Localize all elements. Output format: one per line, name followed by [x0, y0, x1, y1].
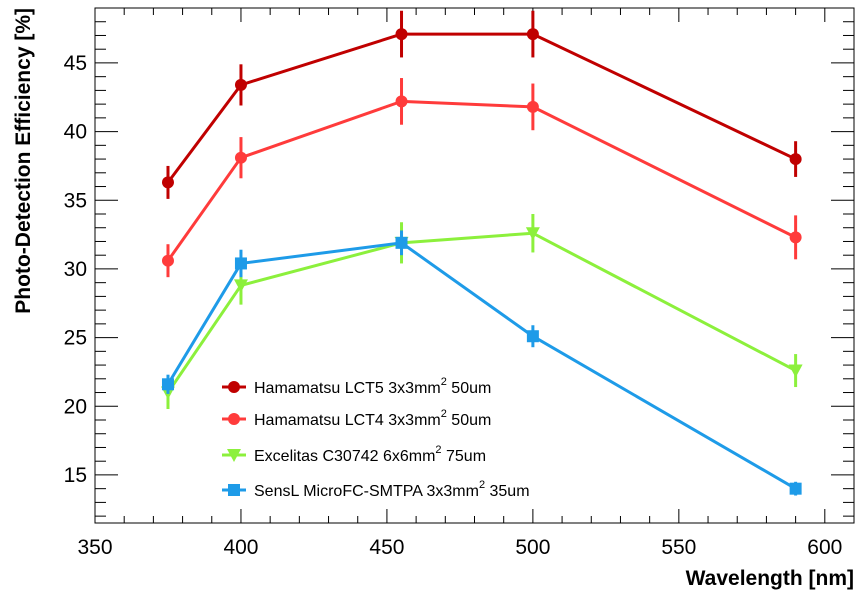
- legend-label-sup: 2: [441, 408, 447, 420]
- data-point: [395, 28, 408, 41]
- x-tick-label: 400: [223, 536, 258, 559]
- data-point: [788, 364, 803, 378]
- y-tick-label: 20: [64, 395, 87, 418]
- y-tick-label: 45: [64, 52, 87, 75]
- legend-marker: [228, 484, 240, 496]
- legend-entry: Hamamatsu LCT5 3x3mm2 50um: [222, 376, 491, 397]
- legend-marker: [227, 449, 241, 462]
- x-tick-label: 450: [369, 536, 404, 559]
- legend-marker: [228, 413, 240, 425]
- x-tick-label: 350: [77, 536, 112, 559]
- legend-entry: Excelitas C30742 6x6mm2 75um: [222, 444, 486, 465]
- data-point: [395, 236, 408, 249]
- data-point: [233, 279, 248, 293]
- legend-label-name: SensL MicroFC-SMTPA 3x3mm: [254, 483, 479, 500]
- legend-label-name: Excelitas C30742 6x6mm: [254, 448, 435, 465]
- legend-label: Excelitas C30742 6x6mm2 75um: [254, 444, 486, 465]
- legend-entry: SensL MicroFC-SMTPA 3x3mm2 35um: [222, 479, 530, 500]
- data-point: [525, 227, 540, 241]
- data-point: [789, 231, 802, 244]
- y-tick-label: 30: [64, 258, 87, 281]
- data-point: [234, 78, 247, 91]
- y-tick-label: 25: [64, 327, 87, 350]
- data-point: [395, 95, 408, 108]
- data-point: [789, 153, 802, 166]
- x-tick-label: 500: [515, 536, 550, 559]
- legend-label-name: Hamamatsu LCT5 3x3mm: [254, 380, 441, 397]
- x-tick-label: 550: [661, 536, 696, 559]
- x-tick-label: 600: [807, 536, 842, 559]
- legend-label-suffix: 75um: [442, 448, 486, 465]
- series-2: [161, 78, 802, 278]
- series-1: [161, 10, 802, 199]
- legend-entry: Hamamatsu LCT4 3x3mm2 50um: [222, 408, 491, 429]
- series-line: [166, 32, 797, 184]
- plot-frame: [94, 7, 855, 524]
- series-layer: [160, 10, 803, 496]
- x-axis-title: Wavelength [nm]: [686, 567, 854, 590]
- legend-label-sup: 2: [441, 376, 447, 388]
- series-line: [166, 231, 797, 394]
- legend-label-suffix: 50um: [447, 380, 491, 397]
- axis-ticks: 350 400 450 500 550 600 15 20 25 30 35 40 45: [64, 7, 855, 559]
- legend-label-suffix: 35um: [485, 483, 529, 500]
- data-point: [161, 254, 174, 267]
- legend-label: Hamamatsu LCT5 3x3mm2 50um: [254, 376, 491, 397]
- data-point: [789, 482, 802, 495]
- legend-label: Hamamatsu LCT4 3x3mm2 50um: [254, 408, 491, 429]
- data-point: [526, 28, 539, 41]
- data-point: [234, 151, 247, 164]
- legend-label: SensL MicroFC-SMTPA 3x3mm2 35um: [254, 479, 530, 500]
- y-tick-label: 35: [64, 189, 87, 212]
- data-point: [161, 378, 174, 391]
- y-axis-title: Photo-Detection Efficiency [%]: [12, 8, 35, 314]
- series-4: [161, 230, 802, 496]
- y-tick-label: 40: [64, 121, 87, 144]
- legend-marker: [228, 381, 240, 393]
- data-point: [161, 176, 174, 189]
- y-tick-label: 15: [64, 464, 87, 487]
- legend-label-name: Hamamatsu LCT4 3x3mm: [254, 412, 441, 429]
- legend-label-suffix: 50um: [447, 412, 491, 429]
- legend-label-sup: 2: [479, 479, 485, 491]
- data-point: [234, 257, 247, 270]
- data-point: [526, 100, 539, 113]
- data-point: [526, 330, 539, 343]
- legend-label-sup: 2: [435, 444, 441, 456]
